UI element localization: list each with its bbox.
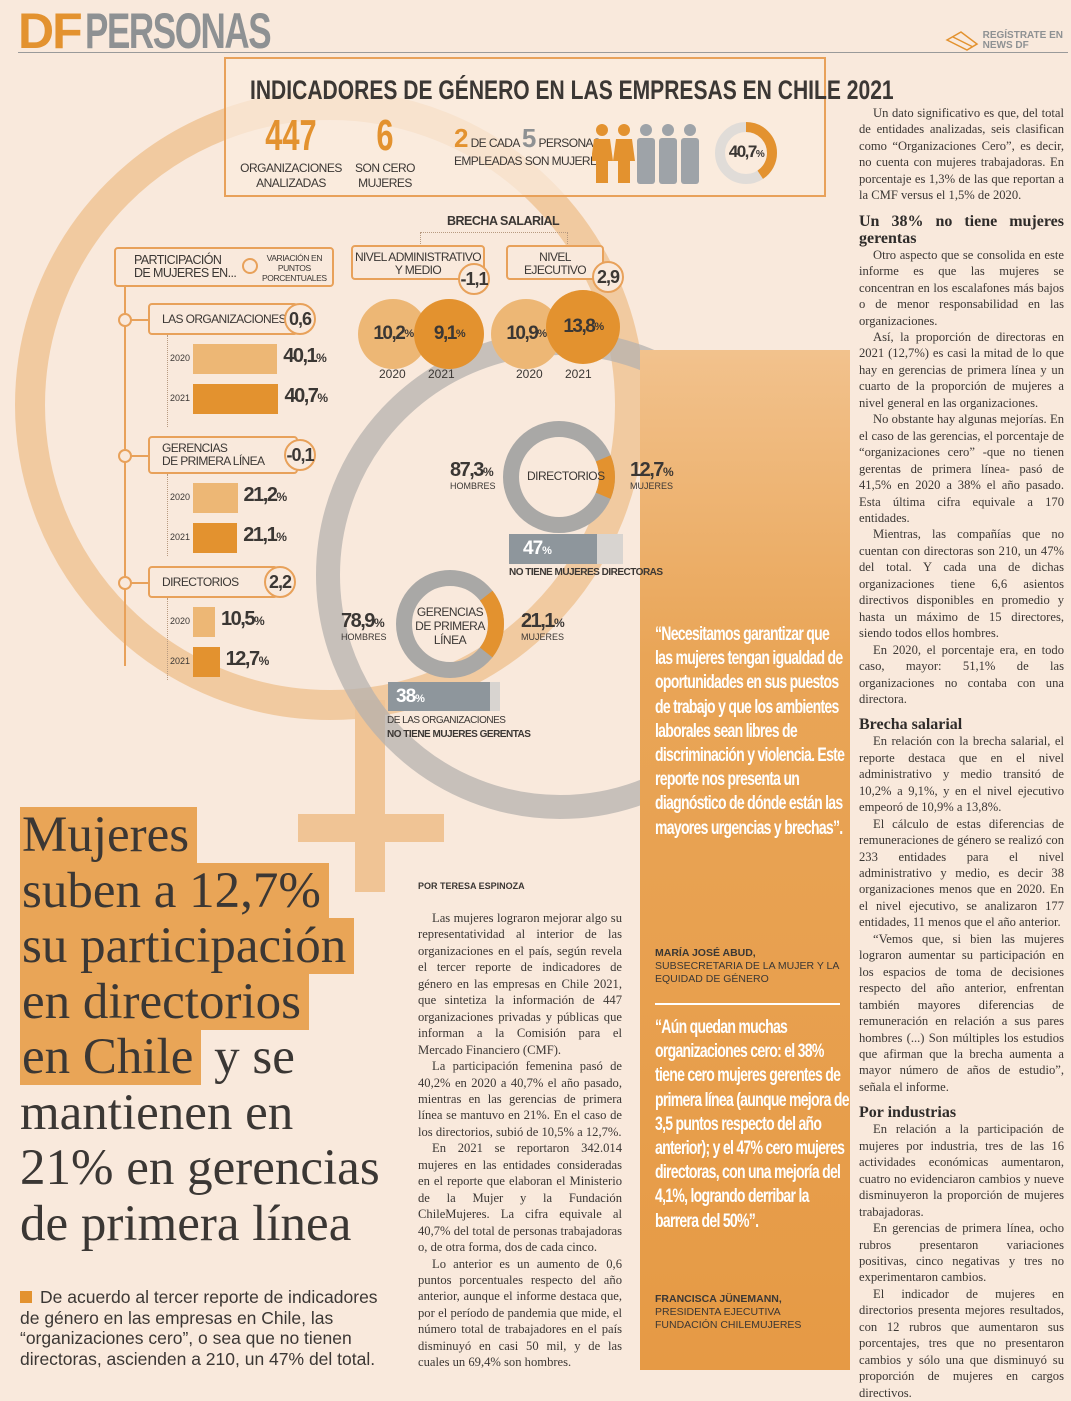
salary-gap-connector <box>420 232 568 246</box>
people-icons <box>592 124 699 184</box>
section-heading: Por industrias <box>859 1104 957 1122</box>
managers-none-bar: 38% <box>388 682 500 711</box>
indicators-box: INDICADORES DE GÉNERO EN LAS EMPRESAS EN… <box>224 57 894 197</box>
value-2021: 12,7% <box>225 648 270 670</box>
lead-paragraph: De acuerdo al tercer reporte de indicado… <box>20 1287 378 1369</box>
managers-donut-label: GERENCIAS DE PRIMERA LÍNEA <box>415 605 485 647</box>
exec-level-box: NIVEL EJECUTIVO <box>506 245 604 280</box>
boards-men-stat: 87,3% HOMBRES <box>450 459 496 491</box>
boards-donut <box>503 421 615 533</box>
managers-men-stat: 78,9% HOMBRES <box>341 610 387 642</box>
admin-2020-circle: 10,2% <box>358 299 428 369</box>
boards-donut-label: DIRECTORIOS <box>527 469 605 483</box>
byline: POR TERESA ESPINOZA <box>418 881 525 891</box>
zero-women-stat: 6 SON CERO MUJERES <box>354 111 416 190</box>
variation-legend-icon <box>242 258 258 274</box>
quote-junemann: “Aún quedan muchas organizaciones cero: … <box>655 1016 850 1232</box>
group-bracket <box>167 335 191 427</box>
women-share-donut <box>715 122 777 184</box>
admin-2020-label: 2020 <box>379 367 406 381</box>
participation-header: PARTICIPACIÓN DE MUJERES EN... VARIACIÓN … <box>114 247 334 287</box>
managers-none-label: DE LAS ORGANIZACIONES NO TIENE MUJERES GE… <box>387 715 531 740</box>
quotes-column-background <box>640 350 850 1370</box>
orgs-analyzed-stat: 447 ORGANIZACIONES ANALIZADAS <box>240 111 342 190</box>
bar-2021 <box>193 384 279 414</box>
women-share-value: 40,7% <box>728 142 765 161</box>
timeline-node <box>118 313 132 327</box>
register-news-df-link[interactable]: REGÍSTRATE EN NEWS DF <box>945 30 1063 52</box>
participation-timeline <box>124 286 126 666</box>
salary-gap-title: BRECHA SALARIAL <box>447 214 560 228</box>
participation-group-2: DIRECTORIOS <box>148 566 278 598</box>
managers-donut <box>396 570 504 678</box>
group-bracket <box>167 474 191 556</box>
admin-2021-label: 2021 <box>428 367 455 381</box>
timeline-connector <box>131 455 149 457</box>
value-2021: 40,7% <box>284 385 328 407</box>
sidebar-article: Un dato significativo es que, del total … <box>859 106 1064 1400</box>
boards-women-stat: 12,7% MUJERES <box>630 459 674 491</box>
value-2020: 21,2% <box>243 484 288 506</box>
female-symbol-crossbar <box>298 814 444 842</box>
admin-2021-circle: 9,1% <box>414 299 484 369</box>
bar-2021 <box>193 523 238 553</box>
quote-abud: “Necesitamos garantizar que las mujeres … <box>655 623 845 839</box>
value-2021: 21,1% <box>243 524 287 546</box>
exec-2021-label: 2021 <box>565 367 592 381</box>
variation-badge: -0,1 <box>284 439 316 471</box>
exec-2020-label: 2020 <box>516 367 543 381</box>
indicators-title: INDICADORES DE GÉNERO EN LAS EMPRESAS EN… <box>250 75 894 105</box>
bar-2021 <box>193 647 220 677</box>
group-bracket <box>167 598 191 680</box>
two-of-five-stat: 2 DE CADA 5 PERSONAS EMPLEADAS SON MUJER… <box>454 123 605 168</box>
brand-logo[interactable]: DFPERSONAS <box>18 3 271 59</box>
admin-variation-badge: -1,1 <box>458 263 490 295</box>
bar-2020 <box>193 344 278 374</box>
timeline-node <box>118 449 132 463</box>
quote-divider <box>655 1003 840 1005</box>
timeline-connector <box>131 319 149 321</box>
bar-2020 <box>193 607 216 637</box>
participation-group-1: GERENCIAS DE PRIMERA LÍNEA <box>148 436 298 474</box>
exec-2021-circle: 13,8% <box>546 290 620 364</box>
boards-none-bar: 47% <box>509 534 623 564</box>
section-heading: Un 38% no tiene mujeres gerentas <box>859 212 1064 247</box>
exec-variation-badge: 2,9 <box>592 261 624 293</box>
envelope-icon <box>945 31 978 51</box>
managers-women-stat: 21,1% MUJERES <box>521 610 565 642</box>
quote-abud-author: MARÍA JOSÉ ABUD, SUBSECRETARIA DE LA MUJE… <box>655 947 839 985</box>
boards-none-label: NO TIENE MUJERES DIRECTORAS <box>509 567 663 578</box>
variation-badge: 2,2 <box>264 566 296 598</box>
headline: Mujeres suben a 12,7% su participación e… <box>20 807 380 1252</box>
bar-2020 <box>193 483 238 513</box>
participation-group-0: LAS ORGANIZACIONES <box>148 303 298 335</box>
quote-junemann-author: FRANCISCA JÜNEMANN, PRESIDENTA EJECUTIVA … <box>655 1293 802 1331</box>
bullet-square-icon <box>20 1291 32 1303</box>
value-2020: 40,1% <box>283 345 327 367</box>
article-body: Las mujeres lograron mejorar algo su rep… <box>418 911 622 1370</box>
section-heading: Brecha salarial <box>859 716 963 734</box>
header-divider <box>18 52 1068 53</box>
variation-badge: 0,6 <box>284 303 316 335</box>
timeline-connector <box>131 582 149 584</box>
timeline-node <box>118 576 132 590</box>
value-2020: 10,5% <box>221 608 265 630</box>
